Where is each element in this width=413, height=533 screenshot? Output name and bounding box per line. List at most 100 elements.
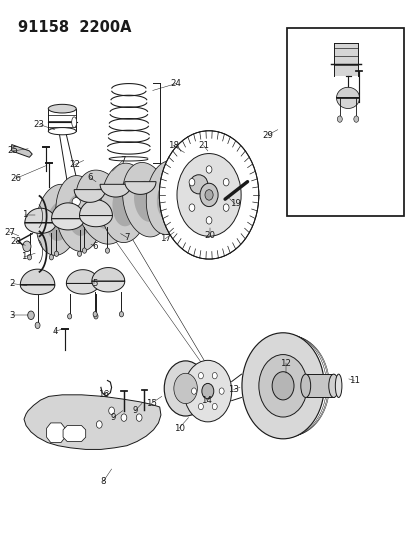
Text: 5: 5 [92,279,97,288]
Polygon shape [12,144,32,157]
Polygon shape [66,270,99,284]
Text: 17: 17 [159,235,170,244]
Circle shape [28,311,34,319]
Circle shape [198,403,203,410]
Circle shape [218,388,223,394]
Polygon shape [52,219,84,230]
Circle shape [258,354,306,417]
Circle shape [212,373,217,379]
Text: 24: 24 [170,79,181,88]
Polygon shape [177,182,200,219]
Text: 22: 22 [69,160,80,169]
Polygon shape [100,184,131,197]
Circle shape [223,179,228,186]
Polygon shape [134,181,159,222]
Circle shape [241,333,323,439]
Text: 25: 25 [7,147,18,156]
Circle shape [189,179,195,186]
Circle shape [23,241,31,252]
Text: 20: 20 [204,231,215,240]
Circle shape [173,373,197,403]
Polygon shape [25,223,56,233]
Circle shape [204,190,213,200]
Circle shape [93,312,97,317]
Bar [333,43,357,76]
Polygon shape [101,163,148,243]
Circle shape [49,255,53,260]
Polygon shape [20,285,55,295]
Circle shape [96,421,102,428]
Circle shape [271,372,293,400]
Polygon shape [79,200,112,216]
Text: 6: 6 [87,173,93,182]
Polygon shape [76,170,128,244]
Text: 1: 1 [21,253,27,262]
Polygon shape [124,182,156,195]
Text: 28: 28 [10,237,21,246]
Circle shape [159,131,258,259]
Text: 13: 13 [228,385,239,394]
Circle shape [189,204,195,212]
Polygon shape [47,202,71,241]
Circle shape [337,116,342,122]
Polygon shape [92,281,124,292]
Text: 18: 18 [167,141,178,150]
Circle shape [183,360,231,422]
Ellipse shape [48,104,76,113]
Bar [305,374,333,398]
Text: 19: 19 [229,199,240,208]
Polygon shape [74,190,105,203]
Polygon shape [56,175,101,252]
Circle shape [191,388,196,394]
Text: 9: 9 [132,406,138,415]
Text: 4: 4 [52,327,57,336]
Text: 11: 11 [348,376,359,385]
Text: 21: 21 [198,141,209,150]
Circle shape [212,403,217,410]
Circle shape [136,414,142,421]
Circle shape [206,216,211,224]
Text: 7: 7 [120,156,125,165]
Polygon shape [88,188,117,229]
Circle shape [105,248,109,253]
Polygon shape [66,284,99,294]
Polygon shape [122,163,169,237]
Circle shape [119,312,123,317]
Polygon shape [167,165,209,232]
Polygon shape [24,395,161,449]
Polygon shape [25,208,56,223]
Text: 27: 27 [4,228,15,237]
Bar [287,28,404,216]
Ellipse shape [71,117,76,127]
Polygon shape [47,423,65,442]
Polygon shape [92,268,124,281]
Text: 26: 26 [10,174,21,183]
Polygon shape [146,161,189,235]
Ellipse shape [72,198,80,206]
Circle shape [206,166,211,173]
Text: 1: 1 [22,210,28,219]
Text: 2: 2 [9,279,14,288]
Text: 10: 10 [173,424,184,433]
Text: 23: 23 [33,120,45,129]
Text: 12: 12 [280,359,291,367]
Circle shape [223,204,228,212]
Ellipse shape [328,374,338,398]
Ellipse shape [335,374,341,398]
Text: 3: 3 [9,311,14,320]
Circle shape [109,407,114,415]
Circle shape [35,322,40,328]
Circle shape [164,361,206,416]
Polygon shape [79,216,112,227]
Circle shape [176,154,240,236]
Circle shape [198,373,203,379]
Circle shape [202,383,213,399]
Text: 7: 7 [124,233,129,242]
Circle shape [353,116,358,122]
Circle shape [94,314,98,319]
Polygon shape [336,87,359,98]
Text: 6: 6 [92,242,97,251]
Text: 14: 14 [200,395,211,405]
Text: 8: 8 [100,477,106,486]
Circle shape [199,183,218,207]
